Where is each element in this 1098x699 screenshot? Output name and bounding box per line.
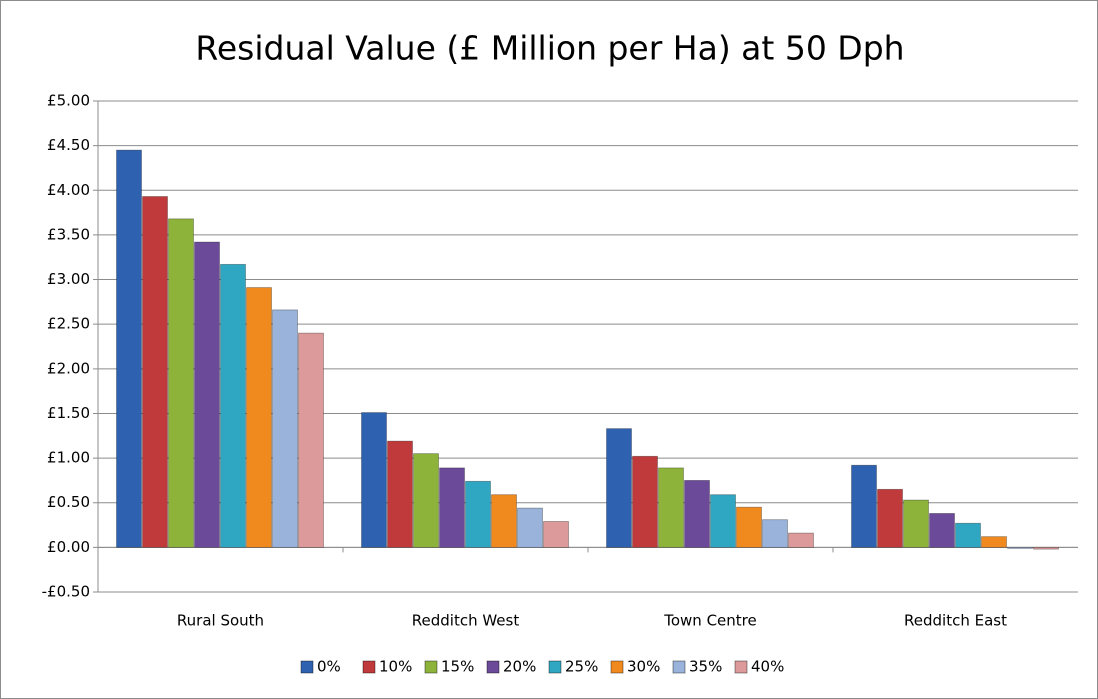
y-tick-label: £5.00: [47, 92, 90, 110]
bar: [361, 412, 387, 548]
y-tick-label: £0.00: [47, 538, 90, 556]
legend-label: 40%: [751, 658, 784, 676]
y-tick-label: £1.00: [47, 449, 90, 467]
bar: [517, 507, 543, 548]
bar: [194, 241, 220, 548]
bar: [220, 263, 246, 548]
bar: [1007, 546, 1033, 549]
legend-swatch: [734, 660, 748, 674]
bar: [606, 428, 632, 548]
legend-swatch: [672, 660, 686, 674]
y-tick-label: £3.50: [47, 225, 90, 243]
bar: [684, 480, 710, 548]
bar: [658, 467, 684, 548]
y-tick-label: £2.00: [47, 359, 90, 377]
legend-swatch: [548, 660, 562, 674]
x-tick-label: Town Centre: [663, 612, 757, 630]
bar: [413, 453, 439, 548]
legend-label: 15%: [441, 658, 474, 676]
legend-label: 35%: [689, 658, 722, 676]
legend-label: 20%: [503, 658, 536, 676]
y-tick-label: £4.00: [47, 181, 90, 199]
y-tick-label: £2.50: [47, 315, 90, 333]
bar: [465, 480, 491, 548]
bar: [387, 440, 413, 548]
bar: [116, 149, 142, 548]
bar: [439, 467, 465, 548]
x-tick-label: Rural South: [177, 612, 264, 630]
legend-swatch: [424, 660, 438, 674]
bar: [877, 488, 903, 548]
bar: [903, 499, 929, 548]
y-tick-label: £3.00: [47, 270, 90, 288]
bar: [1033, 546, 1059, 550]
bar: [736, 506, 762, 548]
x-tick-label: Redditch East: [904, 612, 1007, 630]
bar: [142, 196, 168, 548]
legend-swatch: [300, 660, 314, 674]
legend-label: 0%: [317, 658, 341, 676]
bar: [272, 309, 298, 548]
bar: [543, 521, 569, 548]
legend-swatch: [610, 660, 624, 674]
bar: [929, 513, 955, 548]
legend-swatch: [362, 660, 376, 674]
y-tick-label: £1.50: [47, 404, 90, 422]
bar: [632, 455, 658, 548]
chart-title: Residual Value (£ Million per Ha) at 50 …: [195, 29, 904, 68]
y-tick-label: £0.50: [47, 493, 90, 511]
bar: [762, 519, 788, 548]
bar: [710, 494, 736, 548]
legend-swatch: [486, 660, 500, 674]
y-tick-label: £4.50: [47, 136, 90, 154]
bar: [981, 536, 1007, 548]
bar: [955, 522, 981, 548]
bar: [168, 218, 194, 548]
y-tick-label: -£0.50: [42, 583, 90, 601]
bar: [246, 287, 272, 548]
legend-label: 25%: [565, 658, 598, 676]
x-tick-label: Redditch West: [412, 612, 520, 630]
bar: [788, 532, 814, 548]
bar: [491, 494, 517, 548]
bar: [851, 464, 877, 548]
bar: [298, 332, 324, 548]
legend-label: 10%: [379, 658, 412, 676]
legend-label: 30%: [627, 658, 660, 676]
